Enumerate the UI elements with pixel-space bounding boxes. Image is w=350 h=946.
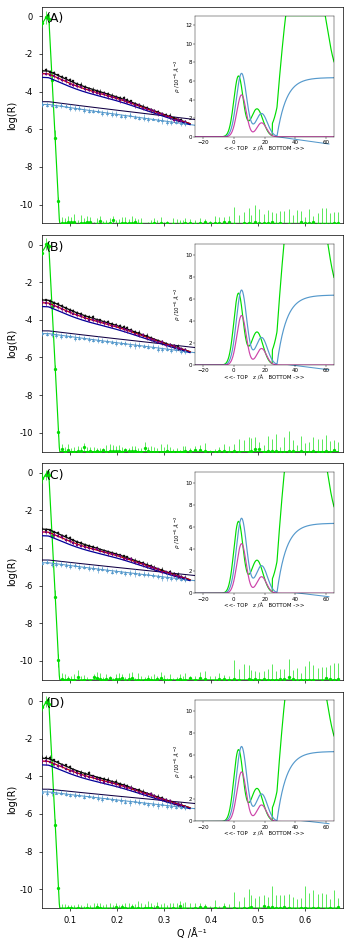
Text: (B): (B) <box>46 240 64 254</box>
Y-axis label: log(R): log(R) <box>7 100 17 130</box>
X-axis label: Q /Å⁻¹: Q /Å⁻¹ <box>177 928 207 939</box>
Y-axis label: log(R): log(R) <box>7 329 17 358</box>
Y-axis label: log(R): log(R) <box>7 557 17 587</box>
Text: (A): (A) <box>46 12 64 26</box>
Text: (D): (D) <box>46 697 65 710</box>
Y-axis label: log(R): log(R) <box>7 785 17 815</box>
Text: (C): (C) <box>46 469 65 482</box>
